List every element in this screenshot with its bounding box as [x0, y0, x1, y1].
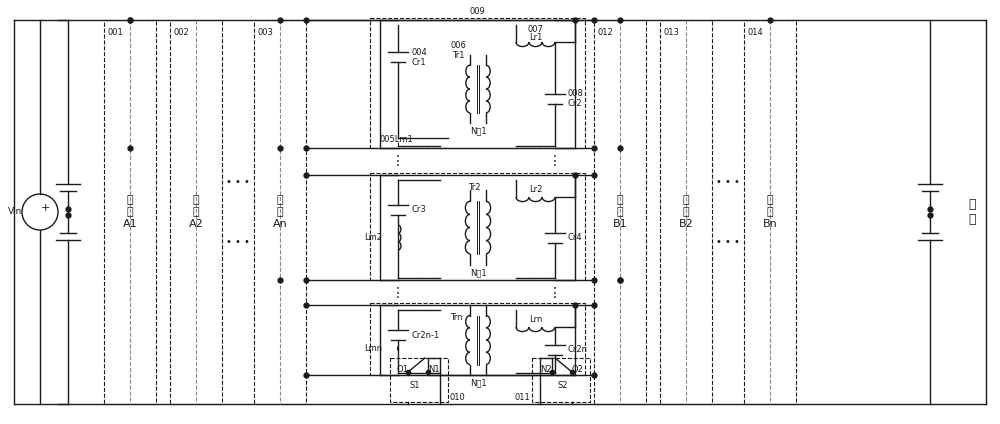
Text: Cr2: Cr2: [568, 100, 583, 109]
Text: Cr4: Cr4: [568, 233, 583, 242]
Text: 桥
臂
Bn: 桥 臂 Bn: [763, 195, 777, 229]
Text: O2: O2: [572, 365, 584, 374]
Text: +: +: [40, 203, 50, 213]
Text: 010: 010: [450, 393, 466, 402]
Text: ⋮: ⋮: [548, 285, 562, 299]
Text: 009: 009: [470, 8, 485, 17]
Text: Lrn: Lrn: [529, 315, 542, 324]
Text: Tr1: Tr1: [452, 50, 464, 59]
Text: 011: 011: [514, 393, 530, 402]
Text: 桥
臂
B2: 桥 臂 B2: [679, 195, 693, 229]
Bar: [370, 303, 585, 375]
Text: N2: N2: [540, 365, 552, 374]
Bar: [660, 20, 712, 404]
Text: 004: 004: [411, 47, 427, 56]
Text: 002: 002: [173, 28, 189, 37]
Bar: [370, 173, 585, 280]
Text: • • •: • • •: [226, 177, 250, 187]
Text: ⋮: ⋮: [548, 154, 562, 168]
Text: Cr2n: Cr2n: [568, 346, 588, 354]
Text: 012: 012: [597, 28, 613, 37]
Text: 001: 001: [107, 28, 123, 37]
Bar: [744, 20, 796, 404]
Text: 003: 003: [257, 28, 273, 37]
Text: Cr2n-1: Cr2n-1: [411, 330, 439, 340]
Text: N：1: N：1: [470, 268, 486, 277]
Text: 桥
臂
A2: 桥 臂 A2: [189, 195, 203, 229]
Text: 桥
臂
B1: 桥 臂 B1: [613, 195, 627, 229]
Text: N1: N1: [428, 365, 440, 374]
Text: 桥
臂
An: 桥 臂 An: [273, 195, 287, 229]
Text: Lmn: Lmn: [364, 344, 382, 353]
Text: 电
池: 电 池: [968, 198, 976, 226]
Text: 005Lm1: 005Lm1: [380, 136, 414, 145]
Text: 014: 014: [747, 28, 763, 37]
Bar: [370, 18, 585, 148]
Text: N：1: N：1: [470, 126, 486, 136]
Text: Lm2: Lm2: [364, 233, 382, 242]
Text: Vin: Vin: [8, 207, 22, 217]
Text: Lr1: Lr1: [529, 33, 542, 42]
Text: ⋮: ⋮: [391, 154, 405, 168]
Text: • • •: • • •: [716, 177, 740, 187]
Bar: [532, 358, 590, 402]
Text: O1: O1: [396, 365, 408, 374]
Text: S1: S1: [410, 382, 420, 391]
Text: 桥
臂
A1: 桥 臂 A1: [123, 195, 137, 229]
Text: S2: S2: [558, 382, 568, 391]
Text: 006: 006: [450, 41, 466, 50]
Text: 013: 013: [663, 28, 679, 37]
Text: • • •: • • •: [226, 237, 250, 247]
Text: Tr2: Tr2: [468, 182, 480, 192]
Bar: [390, 358, 448, 402]
Text: ⋮: ⋮: [391, 285, 405, 299]
Bar: [254, 20, 306, 404]
Text: Trn: Trn: [450, 312, 462, 321]
Bar: [104, 20, 156, 404]
Text: Cr3: Cr3: [411, 206, 426, 215]
Text: 008: 008: [568, 89, 584, 98]
Text: 007: 007: [528, 25, 543, 34]
Text: Cr1: Cr1: [411, 58, 426, 67]
Bar: [170, 20, 222, 404]
Text: • • •: • • •: [716, 237, 740, 247]
Text: N：1: N：1: [470, 379, 486, 388]
Bar: [594, 20, 646, 404]
Text: Lr2: Lr2: [529, 184, 542, 193]
